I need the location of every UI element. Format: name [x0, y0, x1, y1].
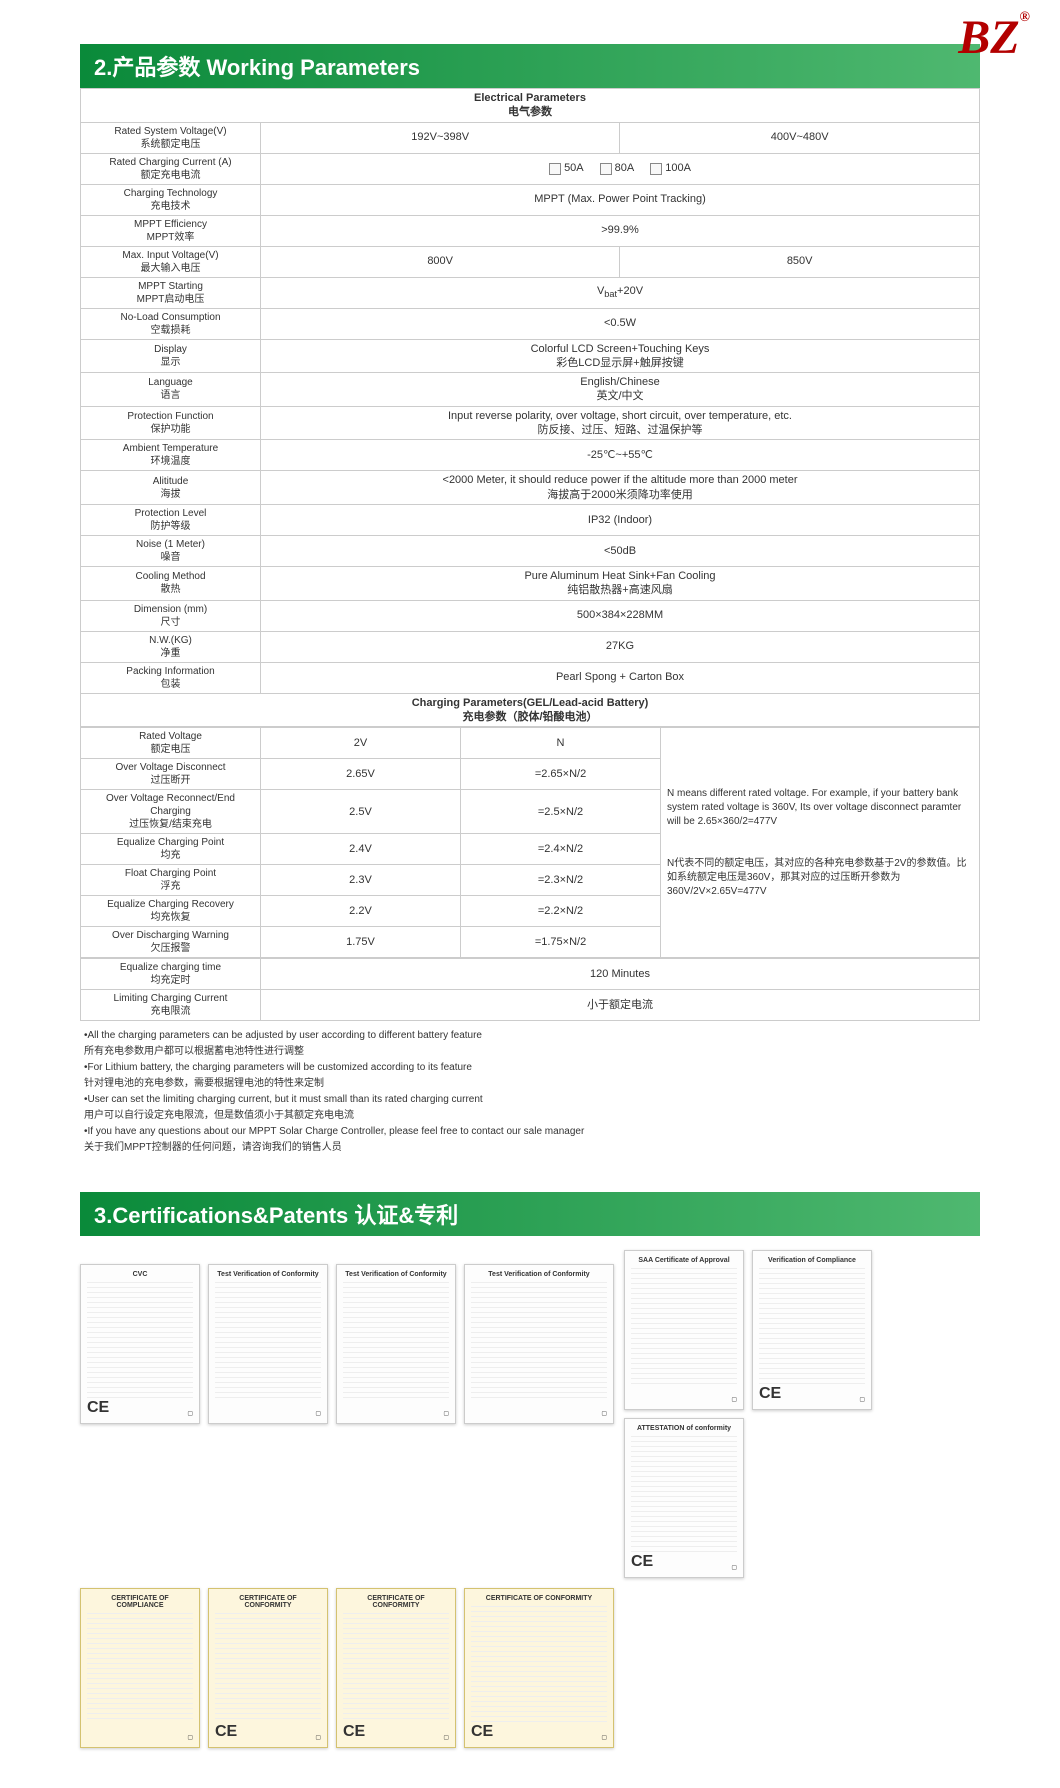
charging-parameters-table: Rated Voltage额定电压2VNN means different ra…: [80, 727, 980, 958]
param-label: Language语言: [81, 373, 261, 407]
param-label: Display显示: [81, 339, 261, 373]
param-value: Pearl Spong + Carton Box: [261, 662, 980, 693]
note-line: 所有充电参数用户都可以根据蓄电池特性进行调整: [84, 1044, 976, 1059]
param-label: Noise (1 Meter)噪音: [81, 535, 261, 566]
certificate-thumbnail: CERTIFICATE OF COMPLIANCE▢: [80, 1588, 200, 1748]
param-label: Max. Input Voltage(V)最大输入电压: [81, 246, 261, 277]
charging-bottom-table: Equalize charging time均充定时120 MinutesLim…: [80, 958, 980, 1021]
param-value: English/Chinese英文/中文: [261, 373, 980, 407]
footnotes: •All the charging parameters can be adju…: [80, 1021, 980, 1168]
param-value: 27KG: [261, 631, 980, 662]
note-line: 针对锂电池的充电参数，需要根据锂电池的特性来定制: [84, 1076, 976, 1091]
param-label: Over Discharging Warning欠压报警: [81, 927, 261, 958]
param-label: Limiting Charging Current充电限流: [81, 990, 261, 1021]
param-label: Equalize Charging Point均充: [81, 834, 261, 865]
certificate-thumbnail: CERTIFICATE OF CONFORMITYCE▢: [336, 1588, 456, 1748]
certificate-thumbnail: CVCCE▢: [80, 1264, 200, 1424]
param-label: MPPT StartingMPPT启动电压: [81, 277, 261, 308]
certificate-thumbnail: Test Verification of Conformity▢: [336, 1264, 456, 1424]
certificate-thumbnail: Test Verification of Conformity▢: [464, 1264, 614, 1424]
param-value: =1.75×N/2: [461, 927, 661, 958]
param-value: N: [461, 728, 661, 759]
param-value: =2.5×N/2: [461, 790, 661, 834]
param-label: Equalize Charging Recovery均充恢复: [81, 896, 261, 927]
param-label: Dimension (mm)尺寸: [81, 600, 261, 631]
param-value: 小于额定电流: [261, 990, 980, 1021]
note-line: •For Lithium battery, the charging param…: [84, 1060, 976, 1075]
param-value: 120 Minutes: [261, 959, 980, 990]
elec-params-title: Electrical Parameters电气参数: [81, 89, 980, 123]
param-value: 192V~398V: [261, 122, 620, 153]
param-label: Rated Voltage额定电压: [81, 728, 261, 759]
param-value: 400V~480V: [620, 122, 980, 153]
param-value: Input reverse polarity, over voltage, sh…: [261, 406, 980, 440]
param-value: 500×384×228MM: [261, 600, 980, 631]
param-value: =2.3×N/2: [461, 865, 661, 896]
param-value: =2.2×N/2: [461, 896, 661, 927]
param-label: Float Charging Point浮充: [81, 865, 261, 896]
param-value: <0.5W: [261, 308, 980, 339]
param-label: Cooling Method散热: [81, 566, 261, 600]
param-value: <50dB: [261, 535, 980, 566]
certificate-thumbnail: CERTIFICATE OF CONFORMITYCE▢: [208, 1588, 328, 1748]
param-label: Alititude海拔: [81, 471, 261, 505]
note-line: 用户可以自行设定充电限流，但是数值须小于其额定充电电流: [84, 1108, 976, 1123]
param-value: 800V: [261, 246, 620, 277]
certificate-thumbnail: ATTESTATION of conformityCE▢: [624, 1418, 744, 1578]
param-value: Pure Aluminum Heat Sink+Fan Cooling纯铝散热器…: [261, 566, 980, 600]
note-line: •If you have any questions about our MPP…: [84, 1124, 976, 1139]
param-label: Rated System Voltage(V)系统额定电压: [81, 122, 261, 153]
param-value: 2.4V: [261, 834, 461, 865]
param-value: Colorful LCD Screen+Touching Keys彩色LCD显示…: [261, 339, 980, 373]
charging-params-title: Charging Parameters(GEL/Lead-acid Batter…: [81, 693, 980, 727]
section-3-header: 3.Certifications&Patents 认证&专利: [80, 1192, 980, 1236]
param-value: 850V: [620, 246, 980, 277]
param-label: MPPT EfficiencyMPPT效率: [81, 215, 261, 246]
param-value: MPPT (Max. Power Point Tracking): [261, 184, 980, 215]
certificate-thumbnail: Verification of ComplianceCE▢: [752, 1250, 872, 1410]
certificate-thumbnail: SAA Certificate of Approval▢: [624, 1250, 744, 1410]
param-value-options: 50A80A100A: [261, 153, 980, 184]
param-label: Equalize charging time均充定时: [81, 959, 261, 990]
param-value: >99.9%: [261, 215, 980, 246]
section-2-header: 2.产品参数 Working Parameters: [80, 44, 980, 88]
param-value: <2000 Meter, it should reduce power if t…: [261, 471, 980, 505]
electrical-parameters-table: Electrical Parameters电气参数 Rated System V…: [80, 88, 980, 727]
param-value: 2.2V: [261, 896, 461, 927]
param-value: =2.65×N/2: [461, 759, 661, 790]
note-line: 关于我们MPPT控制器的任何问题，请咨询我们的销售人员: [84, 1140, 976, 1155]
param-label: Protection Level防护等级: [81, 504, 261, 535]
note-line: •User can set the limiting charging curr…: [84, 1092, 976, 1107]
param-label: Rated Charging Current (A)额定充电电流: [81, 153, 261, 184]
charging-explanation: N means different rated voltage. For exa…: [661, 728, 980, 958]
param-label: No-Load Consumption空载损耗: [81, 308, 261, 339]
param-label: Packing Information包装: [81, 662, 261, 693]
param-value: Vbat+20V: [261, 277, 980, 308]
param-value: =2.4×N/2: [461, 834, 661, 865]
param-label: Over Voltage Reconnect/End Charging过压恢复/…: [81, 790, 261, 834]
param-label: N.W.(KG)净重: [81, 631, 261, 662]
certificate-thumbnail: Test Verification of Conformity▢: [208, 1264, 328, 1424]
certificate-thumbnail: CERTIFICATE OF CONFORMITYCE▢: [464, 1588, 614, 1748]
param-value: 1.75V: [261, 927, 461, 958]
param-value: -25℃~+55℃: [261, 440, 980, 471]
brand-logo: BZ®: [958, 10, 1030, 65]
param-value: 2.5V: [261, 790, 461, 834]
param-value: 2V: [261, 728, 461, 759]
param-label: Ambient Temperature环境温度: [81, 440, 261, 471]
param-value: 2.3V: [261, 865, 461, 896]
param-value: IP32 (Indoor): [261, 504, 980, 535]
param-value: 2.65V: [261, 759, 461, 790]
param-label: Over Voltage Disconnect过压断开: [81, 759, 261, 790]
param-label: Protection Function保护功能: [81, 406, 261, 440]
param-label: Charging Technology充电技术: [81, 184, 261, 215]
note-line: •All the charging parameters can be adju…: [84, 1028, 976, 1043]
